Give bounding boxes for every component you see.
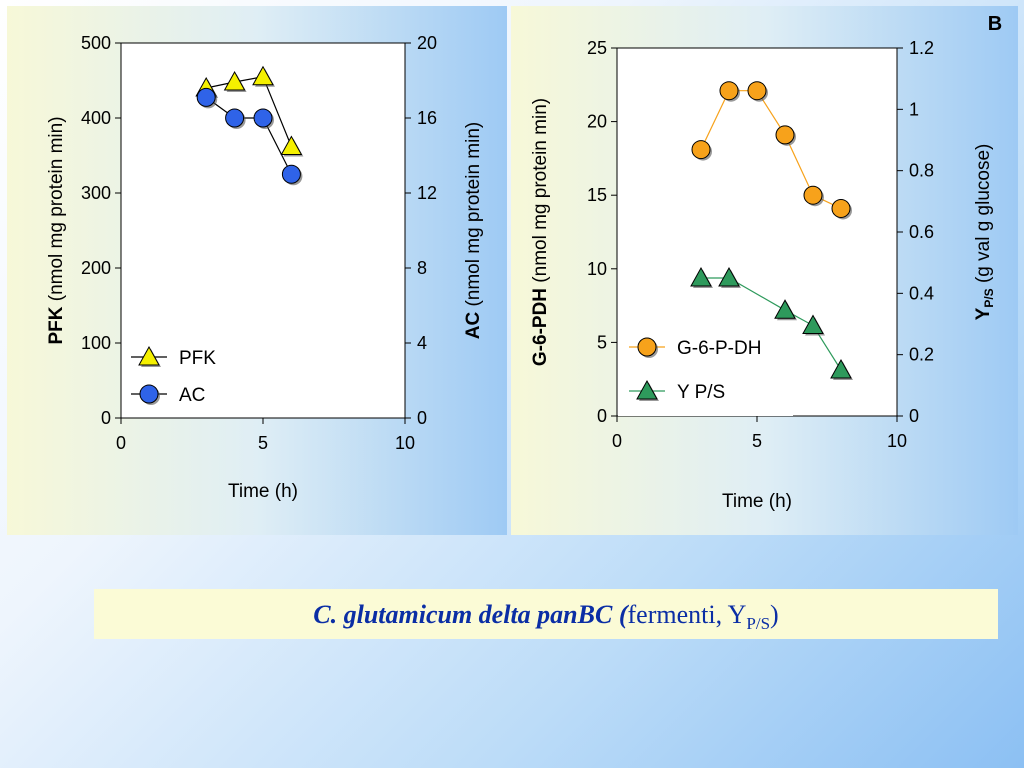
caption-comma: , bbox=[715, 600, 728, 629]
caption-y: Y bbox=[727, 600, 747, 629]
y-right-tick-label: 1.2 bbox=[909, 38, 934, 58]
series-line-0 bbox=[206, 76, 292, 147]
data-point-series-1 bbox=[774, 299, 796, 319]
data-point-series-1 bbox=[196, 87, 216, 107]
y-left-tick-label: 10 bbox=[587, 259, 607, 279]
legend-marker-1 bbox=[139, 384, 159, 404]
y-right-axis-label-sub: P/S bbox=[982, 288, 996, 307]
panel-label: B bbox=[988, 13, 1002, 35]
legend-label-0: PFK bbox=[179, 348, 216, 369]
y-left-tick-label: 200 bbox=[81, 258, 111, 278]
y-left-tick-label: 0 bbox=[101, 408, 111, 428]
data-point-series-0 bbox=[803, 185, 823, 205]
data-point-series-0 bbox=[223, 70, 246, 91]
y-right-axis-label-unit: (nmol mg protein bbox=[463, 164, 484, 312]
y-right-axis-label-name: Y bbox=[973, 307, 994, 320]
legend-label-1: Y P/S bbox=[677, 382, 725, 403]
data-point-series-0 bbox=[719, 81, 739, 101]
y-left-axis-label-name: PFK bbox=[46, 306, 67, 344]
data-point-series-1 bbox=[225, 108, 245, 128]
y-left-tick-label: 400 bbox=[81, 108, 111, 128]
y-left-axis-label-close: ) bbox=[530, 98, 551, 104]
x-tick-label: 0 bbox=[612, 431, 622, 451]
data-point-series-0 bbox=[691, 140, 711, 160]
y-right-tick-label: 0 bbox=[417, 408, 427, 428]
y-right-tick-label: 16 bbox=[417, 108, 437, 128]
y-right-axis-label: YP/S (g val g glucose) bbox=[973, 144, 996, 321]
y-right-axis-label-name: AC bbox=[463, 312, 484, 340]
legend-marker-0 bbox=[138, 345, 160, 366]
data-point-series-0 bbox=[747, 81, 767, 101]
data-point-series-1 bbox=[718, 266, 740, 287]
series-line-1 bbox=[205, 96, 292, 175]
data-point-series-1 bbox=[253, 108, 273, 128]
y-right-axis-label-unit: (g val g glucose bbox=[973, 150, 994, 288]
chart-panel-pfk-ac: 0 5 10 0 100 200 300 400 500 0 4 8 12 16 20 Time (h) PFK… bbox=[7, 6, 507, 535]
slide-caption: C. glutamicum delta panBC (fermenti, YP/… bbox=[94, 589, 998, 639]
data-point-series-1 bbox=[281, 164, 301, 184]
y-left-axis-label-min: min bbox=[46, 123, 67, 154]
x-axis-label: Time (h) bbox=[722, 491, 792, 512]
data-point-series-0 bbox=[252, 65, 274, 86]
data-point-series-0 bbox=[280, 135, 303, 155]
caption-close-paren: ) bbox=[770, 600, 779, 629]
x-tick-label: 10 bbox=[395, 433, 415, 453]
plot-area bbox=[120, 42, 406, 419]
y-right-tick-label: 8 bbox=[417, 258, 427, 278]
data-point-series-0 bbox=[775, 125, 795, 145]
y-left-axis-label-unit: (nmol mg protein bbox=[530, 135, 551, 288]
y-right-axis-label-close: ) bbox=[463, 122, 484, 128]
data-point-series-1 bbox=[802, 314, 824, 335]
x-tick-label: 0 bbox=[116, 433, 126, 453]
data-point-series-0 bbox=[831, 198, 851, 218]
y-left-tick-label: 0 bbox=[597, 406, 607, 426]
y-right-tick-label: 20 bbox=[417, 33, 437, 53]
legend-label-0: G-6-P-DH bbox=[677, 338, 761, 359]
y-right-axis-label-min: min bbox=[463, 128, 484, 164]
y-left-axis-label-close: ) bbox=[46, 116, 67, 122]
x-tick-label: 5 bbox=[258, 433, 268, 453]
y-right-tick-label: 0 bbox=[909, 406, 919, 426]
y-left-axis-label-name: G-6-PDH bbox=[530, 288, 551, 366]
y-left-axis-label: G-6-PDH (nmol mg protein min) bbox=[530, 98, 551, 366]
caption-y-subscript: P/S bbox=[746, 614, 771, 633]
y-right-axis-label-close: ) bbox=[973, 144, 994, 150]
y-right-tick-label: 12 bbox=[417, 183, 437, 203]
data-point-series-1 bbox=[830, 358, 852, 379]
y-left-axis-label-min: min bbox=[530, 104, 551, 135]
y-left-tick-label: 25 bbox=[587, 38, 607, 58]
x-axis-label: Time (h) bbox=[228, 481, 298, 502]
caption-word: fermenti bbox=[627, 600, 716, 629]
x-tick-label: 5 bbox=[752, 431, 762, 451]
y-right-tick-label: 1 bbox=[909, 99, 919, 119]
y-left-tick-label: 500 bbox=[81, 33, 111, 53]
y-left-axis-label-unit: (nmol mg protein bbox=[46, 153, 67, 306]
data-point-series-1 bbox=[690, 266, 712, 287]
y-right-tick-label: 0.2 bbox=[909, 345, 934, 365]
x-tick-label: 10 bbox=[887, 431, 907, 451]
y-left-tick-label: 300 bbox=[81, 183, 111, 203]
legend-marker-1 bbox=[636, 379, 658, 400]
y-left-axis-label: PFK (nmol mg protein min) bbox=[46, 116, 67, 344]
y-left-tick-label: 20 bbox=[587, 112, 607, 132]
y-right-axis-label: AC (nmol mg protein min) bbox=[463, 122, 484, 340]
y-right-tick-label: 4 bbox=[417, 333, 427, 353]
y-left-tick-label: 15 bbox=[587, 185, 607, 205]
caption-species: C. glutamicum delta panBC bbox=[313, 600, 613, 629]
y-right-tick-label: 0.8 bbox=[909, 161, 934, 181]
y-left-tick-label: 5 bbox=[597, 332, 607, 352]
legend-marker-0 bbox=[637, 337, 657, 357]
caption-open-paren: ( bbox=[612, 600, 628, 629]
y-right-tick-label: 0.4 bbox=[909, 283, 934, 303]
y-left-tick-label: 100 bbox=[81, 333, 111, 353]
chart-panel-g6pdh-yield: 0 5 10 0 5 10 15 20 25 0 0.2 0.4 0.6 0.8 1 1.2 Time (h) G… bbox=[511, 6, 1018, 535]
y-right-tick-label: 0.6 bbox=[909, 222, 934, 242]
legend-label-1: AC bbox=[179, 385, 205, 406]
